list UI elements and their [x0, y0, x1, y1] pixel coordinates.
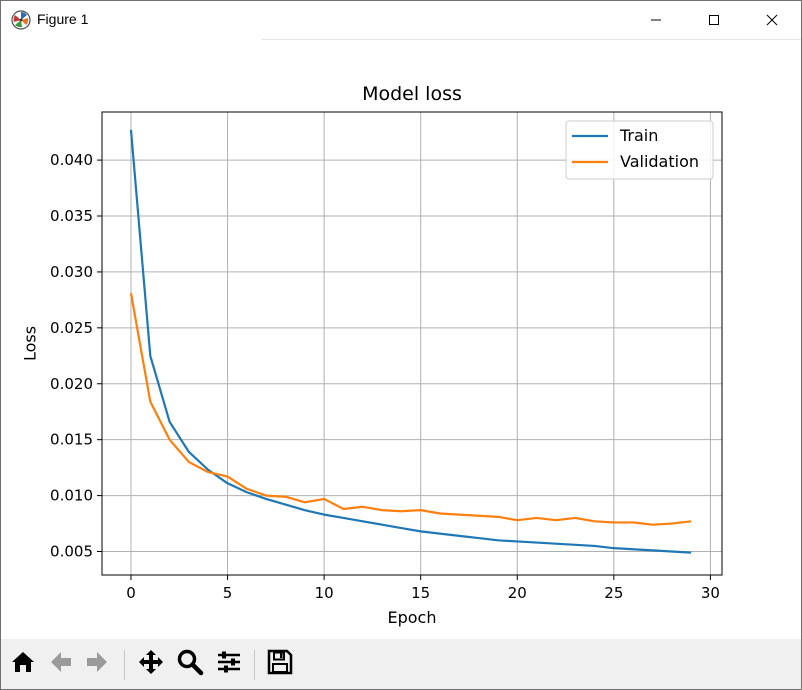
close-icon: [766, 14, 778, 26]
y-tick-label: 0.005: [50, 543, 93, 561]
floppy-disk-icon: [266, 648, 294, 680]
pan-button[interactable]: [135, 648, 167, 680]
toolbar-separator: [124, 650, 125, 680]
x-tick-label: 15: [411, 584, 430, 602]
x-axis-label: Epoch: [388, 608, 437, 627]
minimize-button[interactable]: [627, 1, 685, 39]
toolbar-separator: [254, 650, 255, 680]
y-tick-label: 0.035: [50, 207, 93, 225]
back-button[interactable]: [45, 648, 77, 680]
title-bar: Figure 1: [1, 1, 801, 39]
figure-canvas: 0 5 10 15 20 25 30 0.005 0.010 0.015 0.020 0.025 0.0…: [1, 39, 801, 639]
window-title: Figure 1: [37, 11, 89, 27]
legend: Train Validation: [565, 120, 714, 180]
maximize-icon: [708, 14, 720, 26]
chart-title: Model loss: [362, 83, 462, 105]
arrow-right-icon: [83, 648, 111, 680]
loss-chart: 0 5 10 15 20 25 30 0.005 0.010 0.015 0.020 0.025 0.0…: [21, 83, 723, 627]
arrow-left-icon: [47, 648, 75, 680]
y-tick-label: 0.020: [50, 375, 93, 393]
navigation-toolbar: [1, 639, 801, 689]
maximize-button[interactable]: [685, 1, 743, 39]
x-tick-label: 30: [701, 584, 720, 602]
y-tick-label: 0.010: [50, 487, 93, 505]
x-tick-label: 5: [223, 584, 233, 602]
home-button[interactable]: [7, 648, 39, 680]
magnifier-icon: [176, 648, 204, 680]
save-button[interactable]: [264, 648, 296, 680]
matplotlib-logo-icon: [10, 9, 32, 31]
x-tick-label: 20: [508, 584, 527, 602]
y-tick-label: 0.030: [50, 263, 93, 281]
series-line-validation: [129, 292, 692, 526]
x-tick-label: 0: [126, 584, 136, 602]
home-icon: [9, 648, 37, 680]
x-tick-label: 10: [315, 584, 334, 602]
series-line-train: [129, 129, 692, 554]
forward-button[interactable]: [81, 648, 113, 680]
y-tick-label: 0.015: [50, 431, 93, 449]
legend-label-train: Train: [619, 126, 658, 145]
close-button[interactable]: [743, 1, 801, 39]
legend-label-validation: Validation: [620, 152, 699, 171]
move-icon: [137, 648, 165, 680]
y-axis-label: Loss: [21, 326, 40, 361]
sliders-icon: [215, 648, 243, 680]
zoom-button[interactable]: [174, 648, 206, 680]
minimize-icon: [650, 14, 662, 26]
configure-subplots-button[interactable]: [213, 648, 245, 680]
canvas-divider: [261, 39, 801, 40]
y-tick-label: 0.040: [50, 151, 93, 169]
y-tick-label: 0.025: [50, 319, 93, 337]
x-tick-label: 25: [604, 584, 623, 602]
axes-frame: [101, 111, 723, 576]
